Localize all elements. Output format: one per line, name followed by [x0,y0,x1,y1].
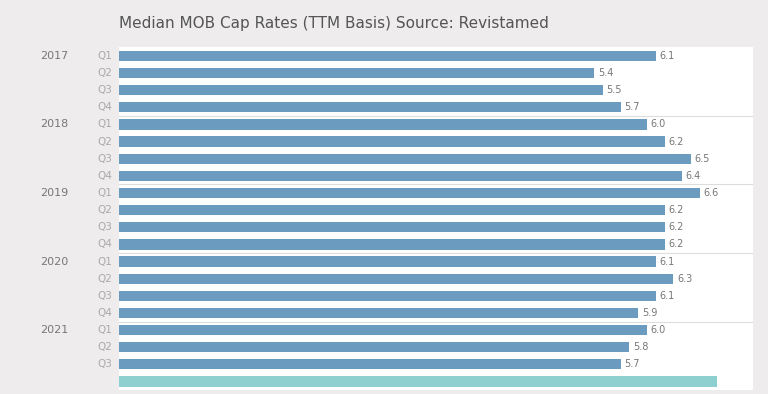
Text: Q1: Q1 [98,256,113,266]
Text: Q4: Q4 [98,102,113,112]
Bar [119,51,656,61]
Bar [119,102,621,112]
Text: 5.9: 5.9 [642,308,657,318]
Text: 6.4: 6.4 [686,171,701,181]
Bar [119,171,682,181]
Text: 2019: 2019 [40,188,68,198]
Text: Q1: Q1 [98,51,113,61]
Text: 6.0: 6.0 [650,119,666,129]
Bar [119,342,630,352]
Text: Q1: Q1 [98,188,113,198]
Text: 2020: 2020 [40,256,68,266]
Text: Q2: Q2 [98,137,113,147]
Text: 2017: 2017 [40,51,68,61]
Bar [119,239,664,249]
Bar [119,68,594,78]
Text: Q2: Q2 [98,342,113,352]
Text: 5.7: 5.7 [624,102,640,112]
Text: Q4: Q4 [98,171,113,181]
Text: 6.2: 6.2 [668,240,684,249]
Text: 6.2: 6.2 [668,222,684,232]
Bar [119,376,717,387]
Bar [119,119,647,130]
Bar [119,256,656,267]
Text: 6.6: 6.6 [703,188,719,198]
Bar [119,359,621,370]
Text: 5.8: 5.8 [633,342,648,352]
Text: 5.5: 5.5 [607,85,622,95]
Text: Q3: Q3 [98,154,113,164]
Bar [119,188,700,198]
Bar [119,154,691,164]
Text: 2021: 2021 [40,325,68,335]
Text: 6.1: 6.1 [660,51,674,61]
Text: 6.5: 6.5 [694,154,710,164]
Text: 5.4: 5.4 [598,68,613,78]
Text: Q3: Q3 [98,359,113,369]
Text: Q2: Q2 [98,205,113,215]
Text: Q4: Q4 [98,240,113,249]
Bar [119,273,674,284]
Text: 6.0: 6.0 [650,325,666,335]
Text: Q4: Q4 [98,308,113,318]
Bar [119,205,664,215]
Text: Q1: Q1 [98,325,113,335]
Text: Q1: Q1 [98,119,113,129]
Text: Q2: Q2 [98,274,113,284]
Text: 6.3: 6.3 [677,274,692,284]
Bar [119,136,664,147]
Text: Q3: Q3 [98,85,113,95]
Text: 6.2: 6.2 [668,205,684,215]
Text: 6.1: 6.1 [660,256,674,266]
Bar [119,222,664,232]
Text: Q2: Q2 [98,68,113,78]
Bar [119,291,656,301]
Text: 2018: 2018 [40,119,68,129]
Text: 6.2: 6.2 [668,137,684,147]
Bar [119,325,647,335]
Text: 6.1: 6.1 [660,291,674,301]
Text: 5.7: 5.7 [624,359,640,369]
Bar [119,308,638,318]
Text: Median MOB Cap Rates (TTM Basis) Source: Revistamed: Median MOB Cap Rates (TTM Basis) Source:… [119,16,549,31]
Bar [119,85,603,95]
Text: Q3: Q3 [98,222,113,232]
Text: Q3: Q3 [98,291,113,301]
